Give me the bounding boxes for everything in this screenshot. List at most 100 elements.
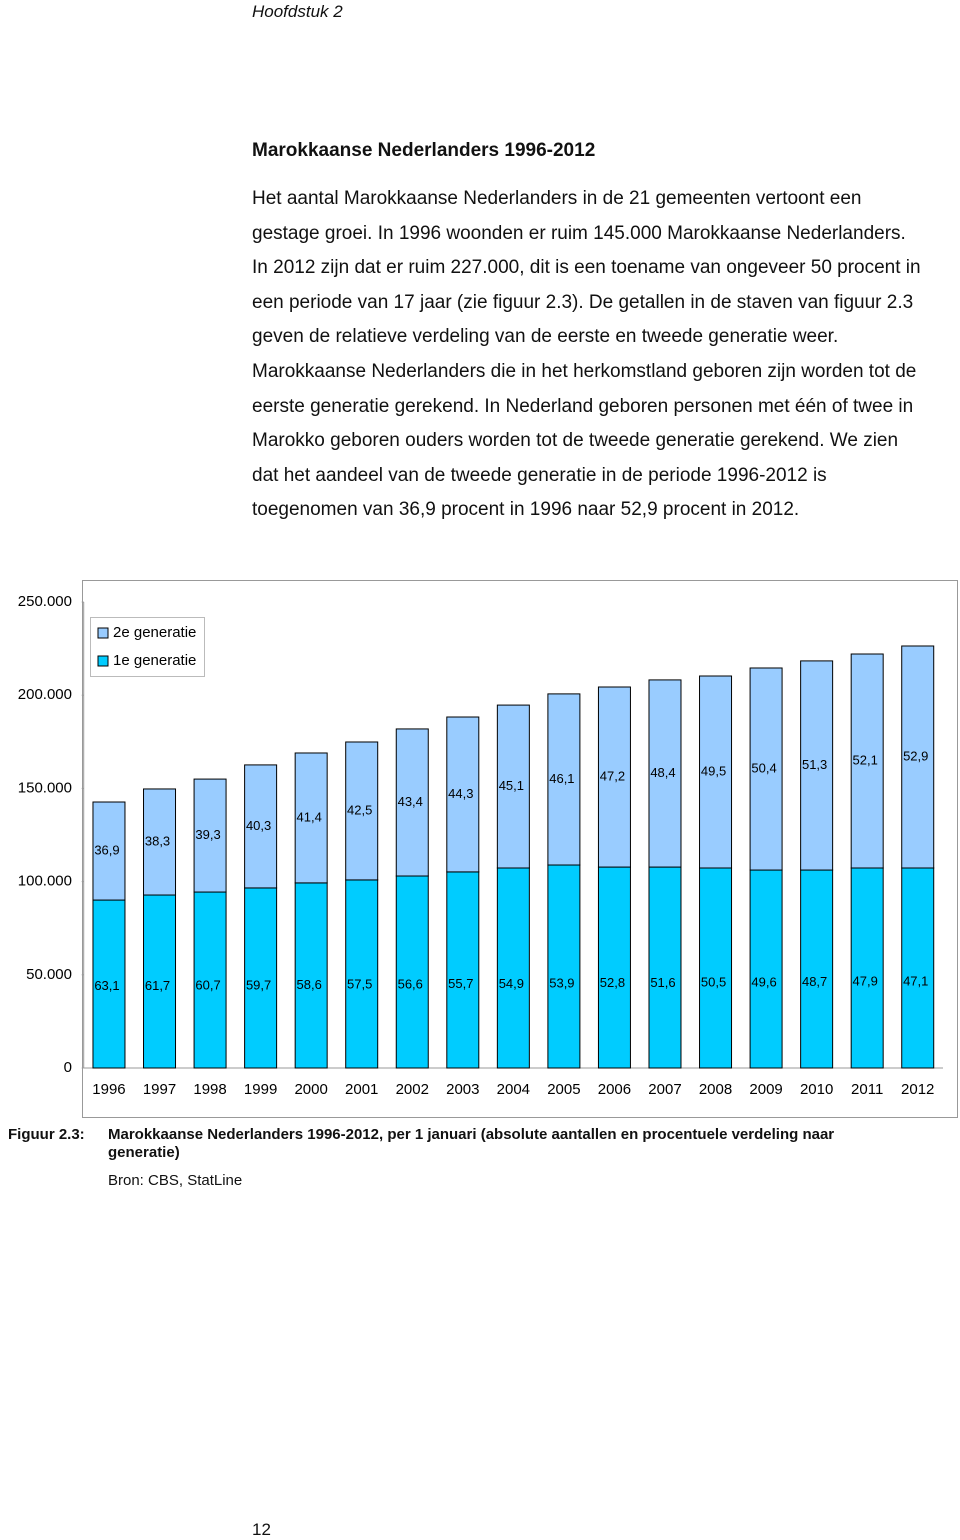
- share-label: 43,4: [398, 794, 423, 809]
- x-tick-label: 2010: [800, 1081, 833, 1098]
- section-title: Marokkaanse Nederlanders 1996-2012: [252, 140, 596, 161]
- share-label: 49,6: [751, 974, 776, 989]
- x-tick-label: 2012: [901, 1081, 934, 1098]
- x-tick-label: 2005: [547, 1081, 580, 1098]
- share-label: 56,6: [398, 976, 423, 991]
- share-label: 59,7: [246, 977, 271, 992]
- y-tick-label: 0: [64, 1059, 72, 1076]
- chart-frame: [82, 580, 958, 1118]
- paragraph-line: gestage groei. In 1996 woonden er ruim 1…: [252, 222, 906, 244]
- legend-label: 2e generatie: [113, 624, 196, 641]
- paragraph-line: Marokkaanse Nederlanders die in het herk…: [252, 360, 917, 382]
- share-label: 63,1: [94, 978, 119, 993]
- bar-segment: [597, 866, 631, 1069]
- share-label: 58,6: [297, 977, 322, 992]
- bar-segment: [749, 869, 783, 1069]
- share-label: 52,8: [600, 975, 625, 990]
- share-label: 50,4: [751, 760, 776, 775]
- share-label: 52,9: [903, 748, 928, 763]
- share-label: 53,9: [549, 976, 574, 991]
- share-label: 55,7: [448, 976, 473, 991]
- share-label: 48,7: [802, 974, 827, 989]
- x-tick-label: 2009: [749, 1081, 782, 1098]
- legend-swatch: [97, 627, 109, 639]
- bar-segment: [648, 679, 682, 868]
- share-label: 47,2: [600, 768, 625, 783]
- x-tick-label: 1997: [143, 1081, 176, 1098]
- share-label: 45,1: [499, 778, 524, 793]
- bar-segment: [395, 875, 429, 1069]
- y-tick-label: 100.000: [18, 873, 72, 890]
- bar-segment: [597, 686, 631, 868]
- bar-segment: [496, 867, 530, 1069]
- bar-segment: [143, 788, 177, 896]
- y-tick-label: 50.000: [26, 966, 72, 983]
- x-tick-label: 1999: [244, 1081, 277, 1098]
- share-label: 38,3: [145, 833, 170, 848]
- bar-segment: [92, 899, 126, 1069]
- bar-segment: [648, 866, 682, 1069]
- bar-segment: [901, 645, 935, 869]
- bar-segment: [446, 871, 480, 1069]
- bar-segment: [446, 716, 480, 873]
- y-tick-label: 250.000: [18, 593, 72, 610]
- y-tick-label: 150.000: [18, 779, 72, 796]
- x-tick-label: 1996: [92, 1081, 125, 1098]
- bar-segment: [547, 864, 581, 1069]
- x-tick-label: 2006: [598, 1081, 631, 1098]
- share-label: 46,1: [549, 771, 574, 786]
- bar-segment: [244, 887, 278, 1069]
- bar-segment: [345, 741, 379, 881]
- paragraph-line: toegenomen van 36,9 procent in 1996 naar…: [252, 499, 800, 521]
- paragraph-line: In 2012 zijn dat er ruim 227.000, dit is…: [252, 257, 921, 279]
- bar-segment: [193, 778, 227, 893]
- x-tick-label: 2002: [396, 1081, 429, 1098]
- x-tick-label: 1998: [193, 1081, 226, 1098]
- running-title: Hoofdstuk 2: [252, 2, 343, 21]
- bar-segment: [395, 728, 429, 877]
- legend-swatch: [97, 655, 109, 667]
- share-label: 41,4: [297, 809, 322, 824]
- paragraph-line: Het aantal Marokkaanse Nederlanders in d…: [252, 188, 862, 209]
- share-label: 61,7: [145, 978, 170, 993]
- share-label: 60,7: [195, 978, 220, 993]
- bar-segment: [345, 879, 379, 1069]
- x-tick-label: 2004: [497, 1081, 530, 1098]
- share-label: 47,1: [903, 973, 928, 988]
- x-tick-label: 2007: [648, 1081, 681, 1098]
- share-label: 50,5: [701, 975, 726, 990]
- bar-segment: [294, 752, 328, 884]
- caption-text: Marokkaanse Nederlanders 1996-2012, per …: [108, 1126, 835, 1161]
- bar-segment: [800, 869, 834, 1069]
- bar-segment: [850, 653, 884, 869]
- paragraph-line: Marokko geboren ouders worden tot de twe…: [252, 430, 899, 452]
- share-label: 54,9: [499, 976, 524, 991]
- bar-segment: [496, 704, 530, 869]
- share-label: 51,3: [802, 757, 827, 772]
- bar-segment: [749, 667, 783, 871]
- paragraph-line: geven de relatieve verdeling van de eers…: [252, 326, 839, 348]
- share-label: 51,6: [650, 975, 675, 990]
- bar-segment: [850, 867, 884, 1069]
- bar-segment: [547, 693, 581, 866]
- y-tick-label: 200.000: [18, 686, 72, 703]
- x-tick-label: 2001: [345, 1081, 378, 1098]
- paragraph-line: eerste generatie gerekend. In Nederland …: [252, 395, 914, 417]
- paragraph-line: dat het aandeel van de tweede generatie …: [252, 464, 827, 486]
- share-label: 48,4: [650, 765, 675, 780]
- x-tick-label: 2003: [446, 1081, 479, 1098]
- share-label: 52,1: [853, 752, 878, 767]
- bar-segment: [294, 882, 328, 1069]
- legend-box: [90, 617, 205, 677]
- page-number: 12: [252, 1520, 271, 1539]
- paragraph-line: een periode van 17 jaar (zie figuur 2.3)…: [252, 291, 914, 313]
- bar-segment: [244, 764, 278, 889]
- share-label: 47,9: [853, 974, 878, 989]
- x-tick-label: 2000: [294, 1081, 327, 1098]
- bar-segment: [699, 675, 733, 869]
- share-label: 39,3: [195, 827, 220, 842]
- chart: 0 50.000 100.000 150.000 200.000 250.000 1996 6…: [18, 580, 958, 1118]
- bar-segment: [901, 867, 935, 1069]
- x-tick-label: 2011: [851, 1081, 883, 1098]
